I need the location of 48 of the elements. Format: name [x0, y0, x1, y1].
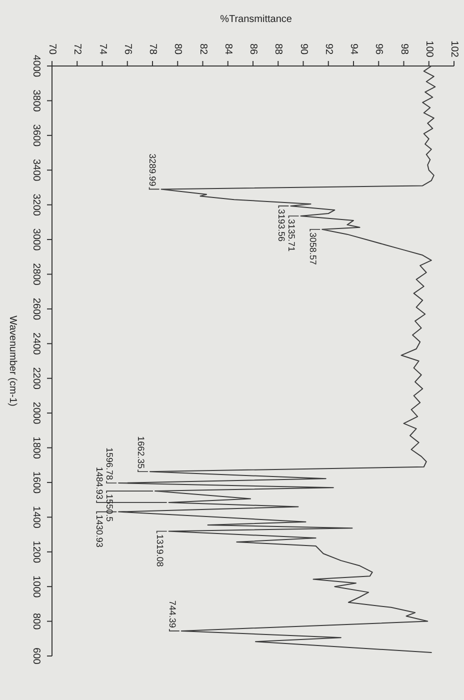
- x-tick-label: 76: [122, 43, 133, 55]
- x-tick-label: 72: [72, 43, 83, 55]
- y-tick-label: 2600: [30, 298, 42, 320]
- annotation: 1430.93: [94, 514, 105, 548]
- x-tick-label: 80: [172, 43, 184, 55]
- annotation: 1662.35: [136, 436, 146, 469]
- x-tick-label: 86: [248, 43, 258, 55]
- annotation: 1550.5: [104, 494, 115, 522]
- annotation: 3289.99: [147, 154, 158, 186]
- y-tick-label: 1600: [30, 471, 42, 494]
- x-tick-label: 102: [448, 40, 460, 58]
- y-tick-label: 4000: [30, 54, 42, 78]
- x-tick-label: 98: [398, 43, 410, 55]
- y-tick-label: 1000: [30, 575, 42, 598]
- x-tick-label: 78: [147, 43, 158, 55]
- y-tick-label: 2200: [30, 367, 42, 390]
- x-tick-label: 74: [96, 43, 108, 55]
- annotation: 3193.56: [276, 208, 287, 242]
- y-tick-label: 3200: [30, 194, 42, 216]
- x-tick-label: 92: [322, 43, 334, 55]
- x-tick-label: 90: [298, 43, 309, 55]
- y-tick-label: 2000: [30, 402, 42, 425]
- annotation: 1484.93: [94, 466, 105, 500]
- y-tick-label: 3600: [30, 124, 42, 147]
- annotation: 3058.57: [308, 232, 318, 265]
- x-tick-label: 88: [272, 43, 284, 55]
- x-tick-label: 84: [222, 43, 234, 55]
- y-tick-label: 2400: [30, 332, 42, 356]
- y-tick-label: 3800: [30, 90, 42, 112]
- x-tick-label: 94: [348, 43, 359, 55]
- y-tick-label: 2800: [30, 263, 42, 286]
- y-tick-label: 800: [30, 612, 42, 630]
- y-tick-label: 3000: [30, 228, 42, 252]
- y-tick-label: 3400: [30, 158, 42, 182]
- y-tick-label: 1400: [30, 506, 42, 529]
- x-tick-label: 82: [197, 43, 208, 55]
- annotation: 1596.78: [104, 447, 115, 480]
- y-tick-label: 600: [30, 648, 42, 665]
- annotation: 3135.71: [286, 218, 297, 252]
- x-tick-label: 70: [46, 43, 58, 55]
- y-tick-label: 1200: [30, 540, 42, 564]
- y-axis-title: Wavenumber (cm-1): [7, 316, 18, 406]
- annotation: 1319.08: [154, 534, 165, 567]
- y-tick-label: 1800: [30, 436, 42, 460]
- x-tick-label: 96: [373, 43, 384, 55]
- x-tick-label: 100: [423, 40, 434, 58]
- x-axis-title: %Transmittance: [220, 14, 292, 25]
- annotation: 744.39: [167, 600, 178, 628]
